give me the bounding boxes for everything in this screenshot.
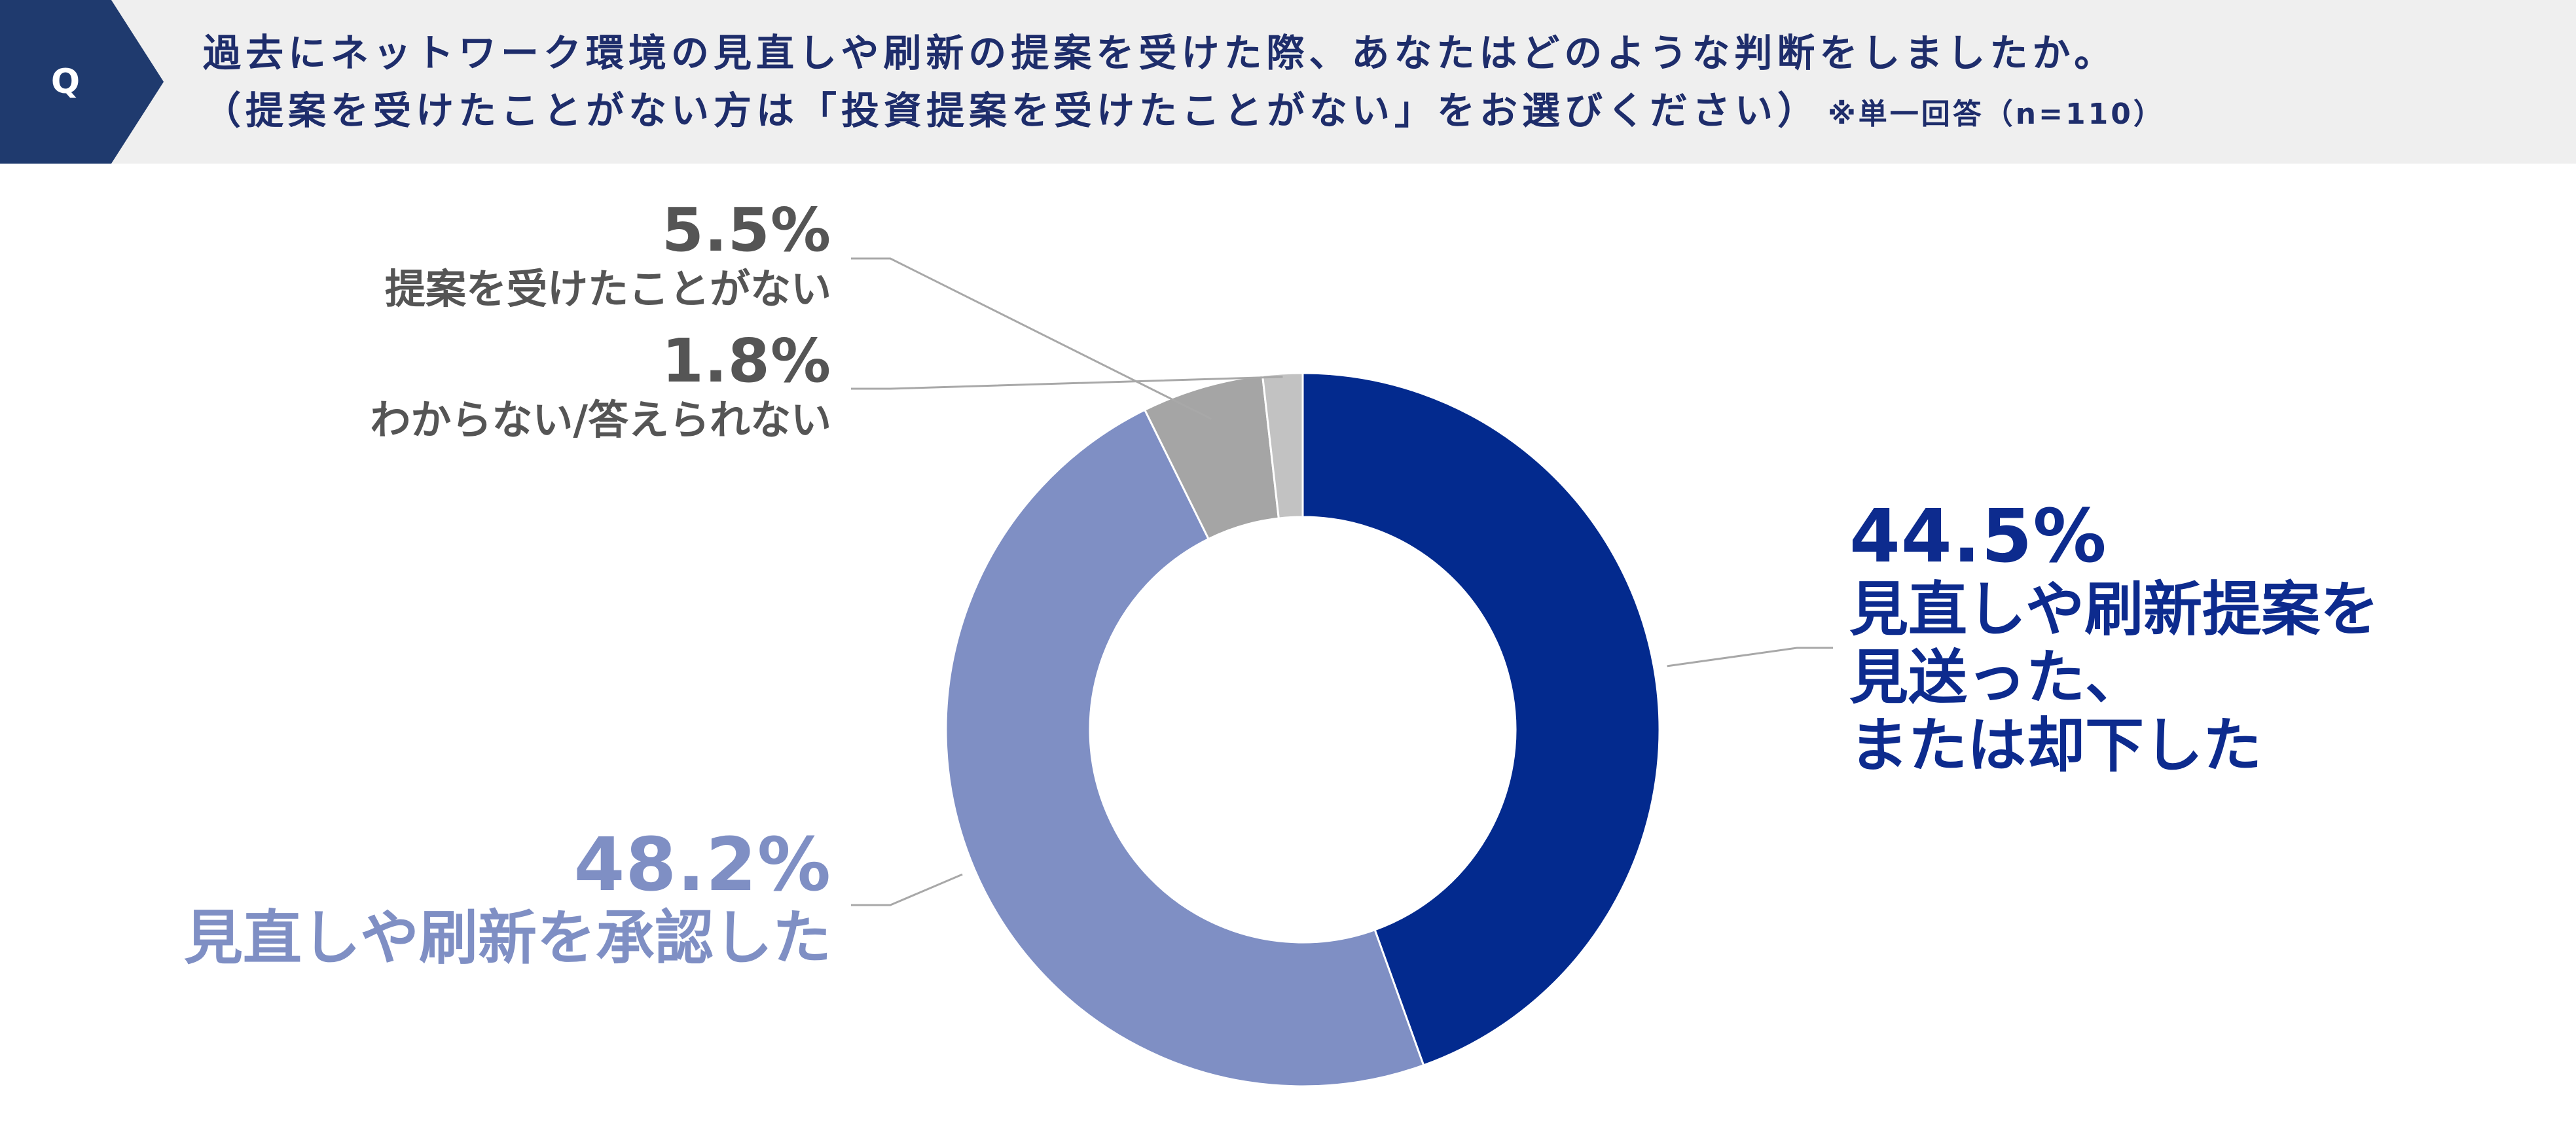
label-unknown-percent: 1.8%: [661, 326, 831, 396]
question-badge: [0, 0, 164, 164]
label-unknown: 1.8% わからない/答えられない: [370, 327, 831, 445]
label-approved-text: 見直しや刷新を承認した: [183, 904, 831, 972]
question-line-1: 過去にネットワーク環境の見直しや刷新の提案を受けた際、あなたはどのような判断をし…: [203, 31, 2117, 75]
label-declined-text: 見直しや刷新提案を 見送った、 または却下した: [1849, 575, 2380, 780]
question-line-2-text: （提案を受けたことがない方は「投資提案を受けたことがない」をお選びください）: [203, 88, 1821, 133]
label-approved-percent: 48.2%: [573, 823, 831, 908]
sample-note: ※単一回答（n=110）: [1828, 98, 2165, 131]
label-no-proposal-text: 提案を受けたことがない: [384, 265, 831, 313]
question-badge-letter: Q: [50, 62, 81, 101]
question-text: 過去にネットワーク環境の見直しや刷新の提案を受けた際、あなたはどのような判断をし…: [203, 26, 2533, 141]
slice-unknown: [1261, 372, 1304, 520]
label-no-proposal-percent: 5.5%: [661, 195, 831, 265]
label-approved: 48.2% 見直しや刷新を承認した: [184, 826, 831, 972]
question-line-2: （提案を受けたことがない方は「投資提案を受けたことがない」をお選びください） ※単…: [203, 84, 2533, 141]
leader-line-unknown: [851, 376, 1283, 390]
leader-line-approved: [851, 873, 963, 906]
label-no-proposal: 5.5% 提案を受けたことがない: [385, 196, 831, 314]
leader-line-no-proposal: [851, 257, 1212, 420]
label-unknown-text: わからない/答えられない: [370, 396, 831, 444]
leader-line-declined: [1667, 647, 1833, 668]
question-header: Q 過去にネットワーク環境の見直しや刷新の提案を受けた際、あなたはどのような判断…: [0, 0, 2576, 164]
label-declined: 44.5% 見直しや刷新提案を 見送った、 または却下した: [1849, 497, 2379, 780]
slice-declined: [1301, 372, 1661, 1067]
slice-approved: [945, 408, 1425, 1088]
label-declined-percent: 44.5%: [1849, 494, 2107, 579]
